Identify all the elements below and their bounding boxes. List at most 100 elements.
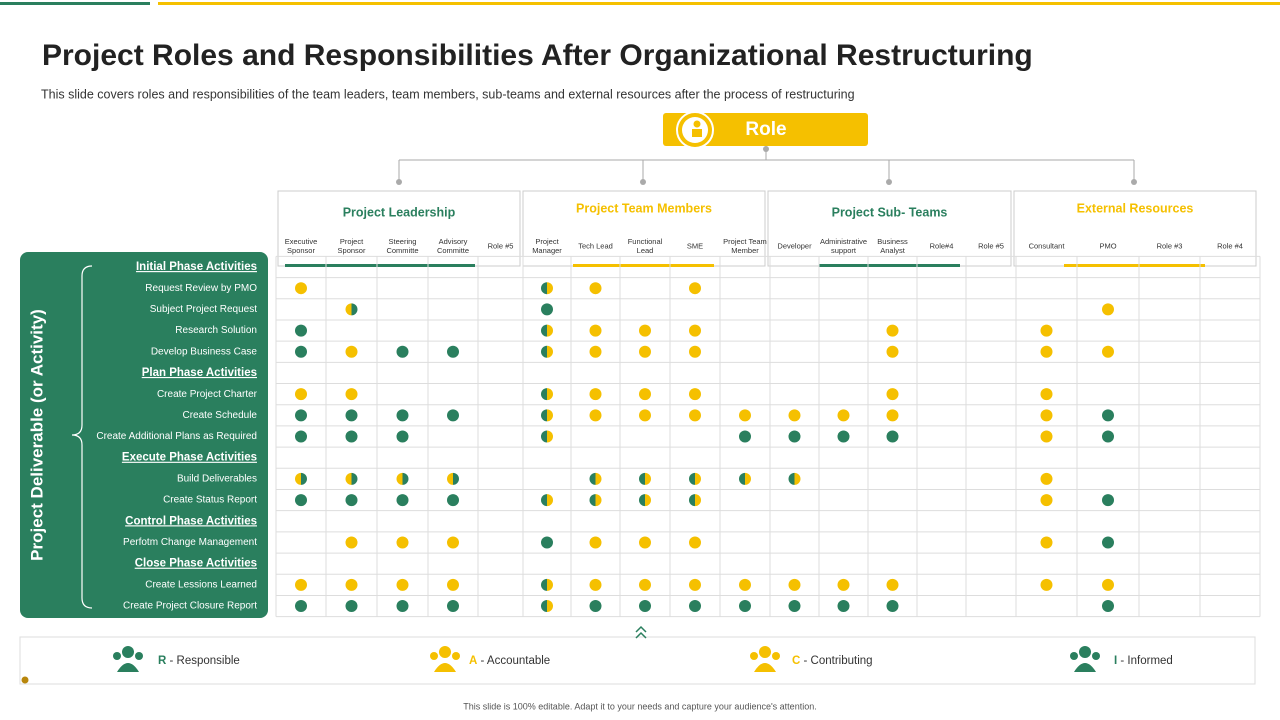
raci-dot [396, 600, 409, 613]
raci-dot [541, 345, 547, 358]
raci-dot [589, 282, 602, 295]
phase-title: Initial Phase Activities [136, 261, 257, 273]
legend-icon [1074, 663, 1096, 672]
raci-dot [345, 409, 358, 422]
group-title: Project Sub- Teams [832, 205, 948, 219]
raci-dot [541, 536, 553, 549]
raci-dot [1102, 430, 1114, 443]
column-header: Project Manager [532, 237, 562, 255]
raci-dot [886, 578, 899, 591]
activity-label: Develop Business Case [151, 346, 258, 357]
raci-dot [639, 494, 645, 507]
raci-dot [402, 472, 409, 485]
legend-icon [452, 652, 460, 660]
raci-dot [345, 472, 352, 485]
raci-dot [295, 388, 307, 401]
raci-dot [689, 409, 701, 422]
raci-dot [589, 324, 602, 337]
raci-dot [589, 600, 602, 613]
activity-label: Research Solution [175, 325, 257, 336]
activity-label: Create Project Charter [157, 389, 258, 400]
raci-dot [295, 494, 307, 507]
column-header: PMO [1099, 241, 1117, 251]
raci-dot [541, 430, 547, 443]
raci-dot [547, 282, 553, 295]
connector-dots [396, 146, 1137, 185]
raci-dot [739, 578, 751, 591]
raci-dot [396, 536, 409, 549]
legend-icon [113, 652, 121, 660]
raci-dot [1040, 578, 1053, 591]
raci-dot [447, 578, 459, 591]
raci-dot [396, 409, 409, 422]
title: Project Roles and Responsibilities After… [42, 39, 1033, 72]
column-header: Functional Lead [627, 237, 663, 255]
legend-box [19, 636, 1256, 685]
raci-dot [788, 578, 801, 591]
legend-text: C - Contributing [792, 655, 873, 667]
raci-dot [396, 430, 409, 443]
raci-dot [886, 324, 899, 337]
raci-dot [794, 472, 801, 485]
column-header: Role #5 [978, 241, 1004, 251]
activity-label: Create Status Report [163, 495, 257, 506]
column-header: Tech Lead [578, 241, 613, 251]
group-title: External Resources [1077, 201, 1194, 215]
legend-icon [439, 646, 451, 658]
raci-dot [447, 494, 459, 507]
raci-dot [788, 430, 801, 443]
raci-dot [1102, 578, 1114, 591]
raci-dot [739, 430, 751, 443]
raci-dot [541, 600, 547, 613]
raci-dot [639, 536, 651, 549]
phase-title: Execute Phase Activities [122, 452, 257, 464]
raci-dot [351, 303, 358, 316]
column-header: Administrative support [819, 237, 868, 255]
legend-key: R [158, 655, 167, 667]
raci-dot [689, 388, 701, 401]
legend-icon [117, 663, 139, 672]
column-header: Role #5 [487, 241, 514, 251]
raci-dot [788, 409, 801, 422]
legend-icon [135, 652, 143, 660]
group-box [1013, 190, 1257, 267]
column-header: Advisory Committe [436, 237, 470, 255]
raci-dot [1040, 430, 1053, 443]
raci-dot [345, 303, 352, 316]
raci-dot [295, 345, 307, 358]
raci-dot [1102, 303, 1114, 316]
raci-dot [1040, 494, 1053, 507]
raci-dot [689, 324, 701, 337]
raci-dot [447, 345, 459, 358]
legend-key: C [792, 655, 800, 667]
legend-icon [1079, 646, 1091, 658]
raci-dot [541, 409, 547, 422]
raci-dot [645, 472, 651, 485]
group-box [522, 190, 766, 267]
phase-title: Plan Phase Activities [142, 367, 257, 379]
legend-key: I [1114, 655, 1117, 667]
dot [21, 676, 29, 684]
raci-dot [547, 324, 553, 337]
legend-label: - Accountable [481, 655, 551, 667]
axis-label: Project Deliverable (or Activity) [27, 309, 46, 561]
raci-dot [541, 324, 547, 337]
activity-label: Create Schedule [183, 410, 258, 421]
raci-dot [396, 578, 409, 591]
raci-dot [886, 409, 899, 422]
raci-dot [886, 345, 899, 358]
raci-dot [1040, 409, 1053, 422]
raci-dot [1040, 388, 1053, 401]
raci-dot [886, 600, 899, 613]
raci-dot [1102, 345, 1114, 358]
raci-dot [837, 600, 850, 613]
raci-dot [695, 472, 701, 485]
raci-dot [295, 409, 307, 422]
raci-dot [589, 494, 596, 507]
raci-dot [595, 494, 602, 507]
legend-icon [1092, 652, 1100, 660]
raci-dot [547, 345, 553, 358]
raci-dot [345, 388, 358, 401]
raci-dot [886, 388, 899, 401]
raci-dot [447, 536, 459, 549]
